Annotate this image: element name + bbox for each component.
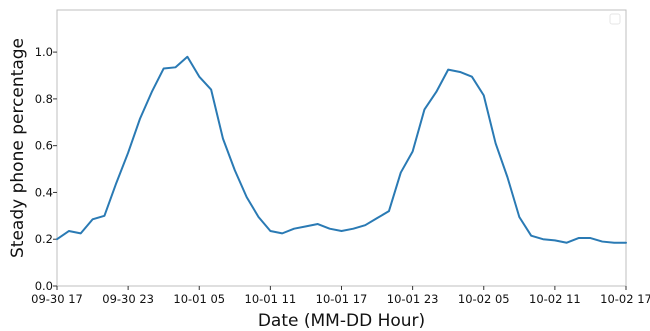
y-tick-label: 1.0: [35, 45, 53, 59]
y-axis-ticks: 0.0 0.2 0.4 0.6 0.8 1.0: [35, 45, 57, 293]
plot-area: [56, 9, 627, 287]
x-tick-label: 09-30 17: [31, 292, 83, 306]
y-axis-label: Steady phone percentage: [8, 38, 28, 258]
x-tick-label: 10-02 17: [600, 292, 650, 306]
y-tick-label: 0.2: [35, 232, 53, 246]
series-line: [56, 55, 627, 244]
x-tick-label: 10-02 11: [529, 292, 581, 306]
x-axis-ticks: 09-30 17 09-30 23 10-01 05 10-01 11 10-01 17…: [31, 286, 650, 306]
y-tick-label: 0.0: [35, 279, 53, 293]
x-tick-label: 09-30 23: [102, 292, 154, 306]
x-tick-label: 10-02 05: [458, 292, 510, 306]
y-tick-label: 0.6: [35, 139, 53, 153]
x-axis-label: Date (MM-DD Hour): [258, 311, 425, 331]
y-tick-label: 0.8: [35, 92, 53, 106]
x-tick-label: 10-01 05: [173, 292, 225, 306]
legend-box: [609, 13, 621, 25]
x-tick-label: 10-01 23: [387, 292, 439, 306]
y-tick-label: 0.4: [35, 185, 53, 199]
x-tick-label: 10-01 17: [316, 292, 368, 306]
x-tick-label: 10-01 11: [245, 292, 297, 306]
